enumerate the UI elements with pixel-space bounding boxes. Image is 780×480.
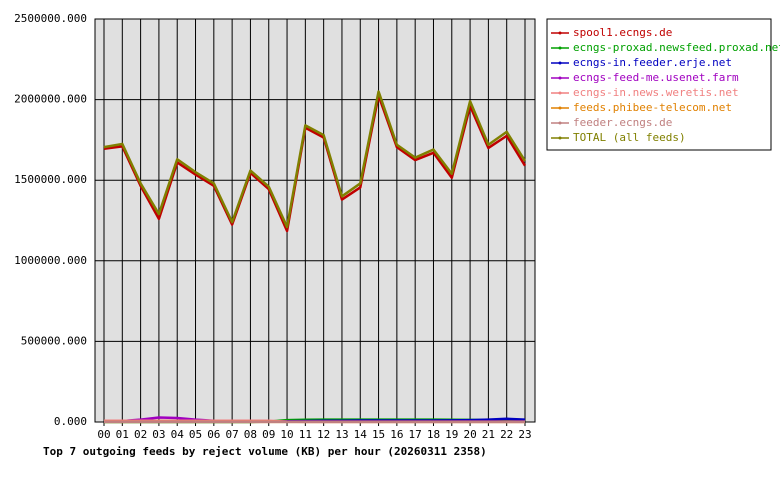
y-tick-label: 2000000.000 <box>14 93 87 106</box>
legend-marker <box>558 121 562 125</box>
x-tick-label: 14 <box>354 428 368 441</box>
legend-label: ecngs-proxad.newsfeed.proxad.net <box>573 41 780 54</box>
x-tick-label: 06 <box>207 428 220 441</box>
x-tick-label: 12 <box>317 428 330 441</box>
x-tick-label: 20 <box>463 428 476 441</box>
x-tick-label: 17 <box>409 428 422 441</box>
series-line <box>103 90 527 229</box>
legend-marker <box>558 91 562 95</box>
x-tick-label: 23 <box>518 428 531 441</box>
x-tick-label: 02 <box>134 428 147 441</box>
legend-marker <box>558 31 562 35</box>
x-tick-label: 16 <box>390 428 403 441</box>
x-tick-label: 19 <box>445 428 458 441</box>
legend-label: ecngs-in.news.weretis.net <box>573 86 739 99</box>
x-tick-label: 07 <box>226 428 239 441</box>
legend-marker <box>558 136 562 140</box>
legend-label: feeder.ecngs.de <box>573 116 672 129</box>
y-tick-label: 0.000 <box>54 415 87 428</box>
x-tick-label: 04 <box>171 428 185 441</box>
legend-marker <box>558 106 562 110</box>
y-tick-label: 1500000.000 <box>14 173 87 186</box>
x-tick-label: 10 <box>280 428 293 441</box>
x-tick-label: 21 <box>482 428 495 441</box>
x-tick-label: 03 <box>152 428 165 441</box>
plot-area <box>95 19 535 422</box>
x-tick-label: 18 <box>427 428 440 441</box>
x-tick-label: 11 <box>299 428 312 441</box>
x-tick-label: 22 <box>500 428 513 441</box>
legend-label: ecngs-in.feeder.erje.net <box>573 56 732 69</box>
x-tick-label: 08 <box>244 428 257 441</box>
legend-marker <box>558 76 562 80</box>
legend-marker <box>558 46 562 50</box>
legend-label: spool1.ecngs.de <box>573 26 672 39</box>
x-tick-label: 00 <box>97 428 110 441</box>
legend-label: ecngs-feed-me.usenet.farm <box>573 71 739 84</box>
x-tick-label: 15 <box>372 428 385 441</box>
y-tick-label: 500000.000 <box>21 334 87 347</box>
legend-label: TOTAL (all feeds) <box>573 131 686 144</box>
x-tick-label: 01 <box>116 428 129 441</box>
y-tick-label: 2500000.000 <box>14 12 87 25</box>
legend-label: feeds.phibee-telecom.net <box>573 101 732 114</box>
legend-marker <box>558 61 562 65</box>
legend-box <box>546 18 772 151</box>
y-tick-label: 1000000.000 <box>14 254 87 267</box>
x-tick-label: 09 <box>262 428 275 441</box>
x-tick-label: 05 <box>189 428 202 441</box>
chart-title: Top 7 outgoing feeds by reject volume (K… <box>43 445 487 458</box>
x-tick-label: 13 <box>335 428 348 441</box>
